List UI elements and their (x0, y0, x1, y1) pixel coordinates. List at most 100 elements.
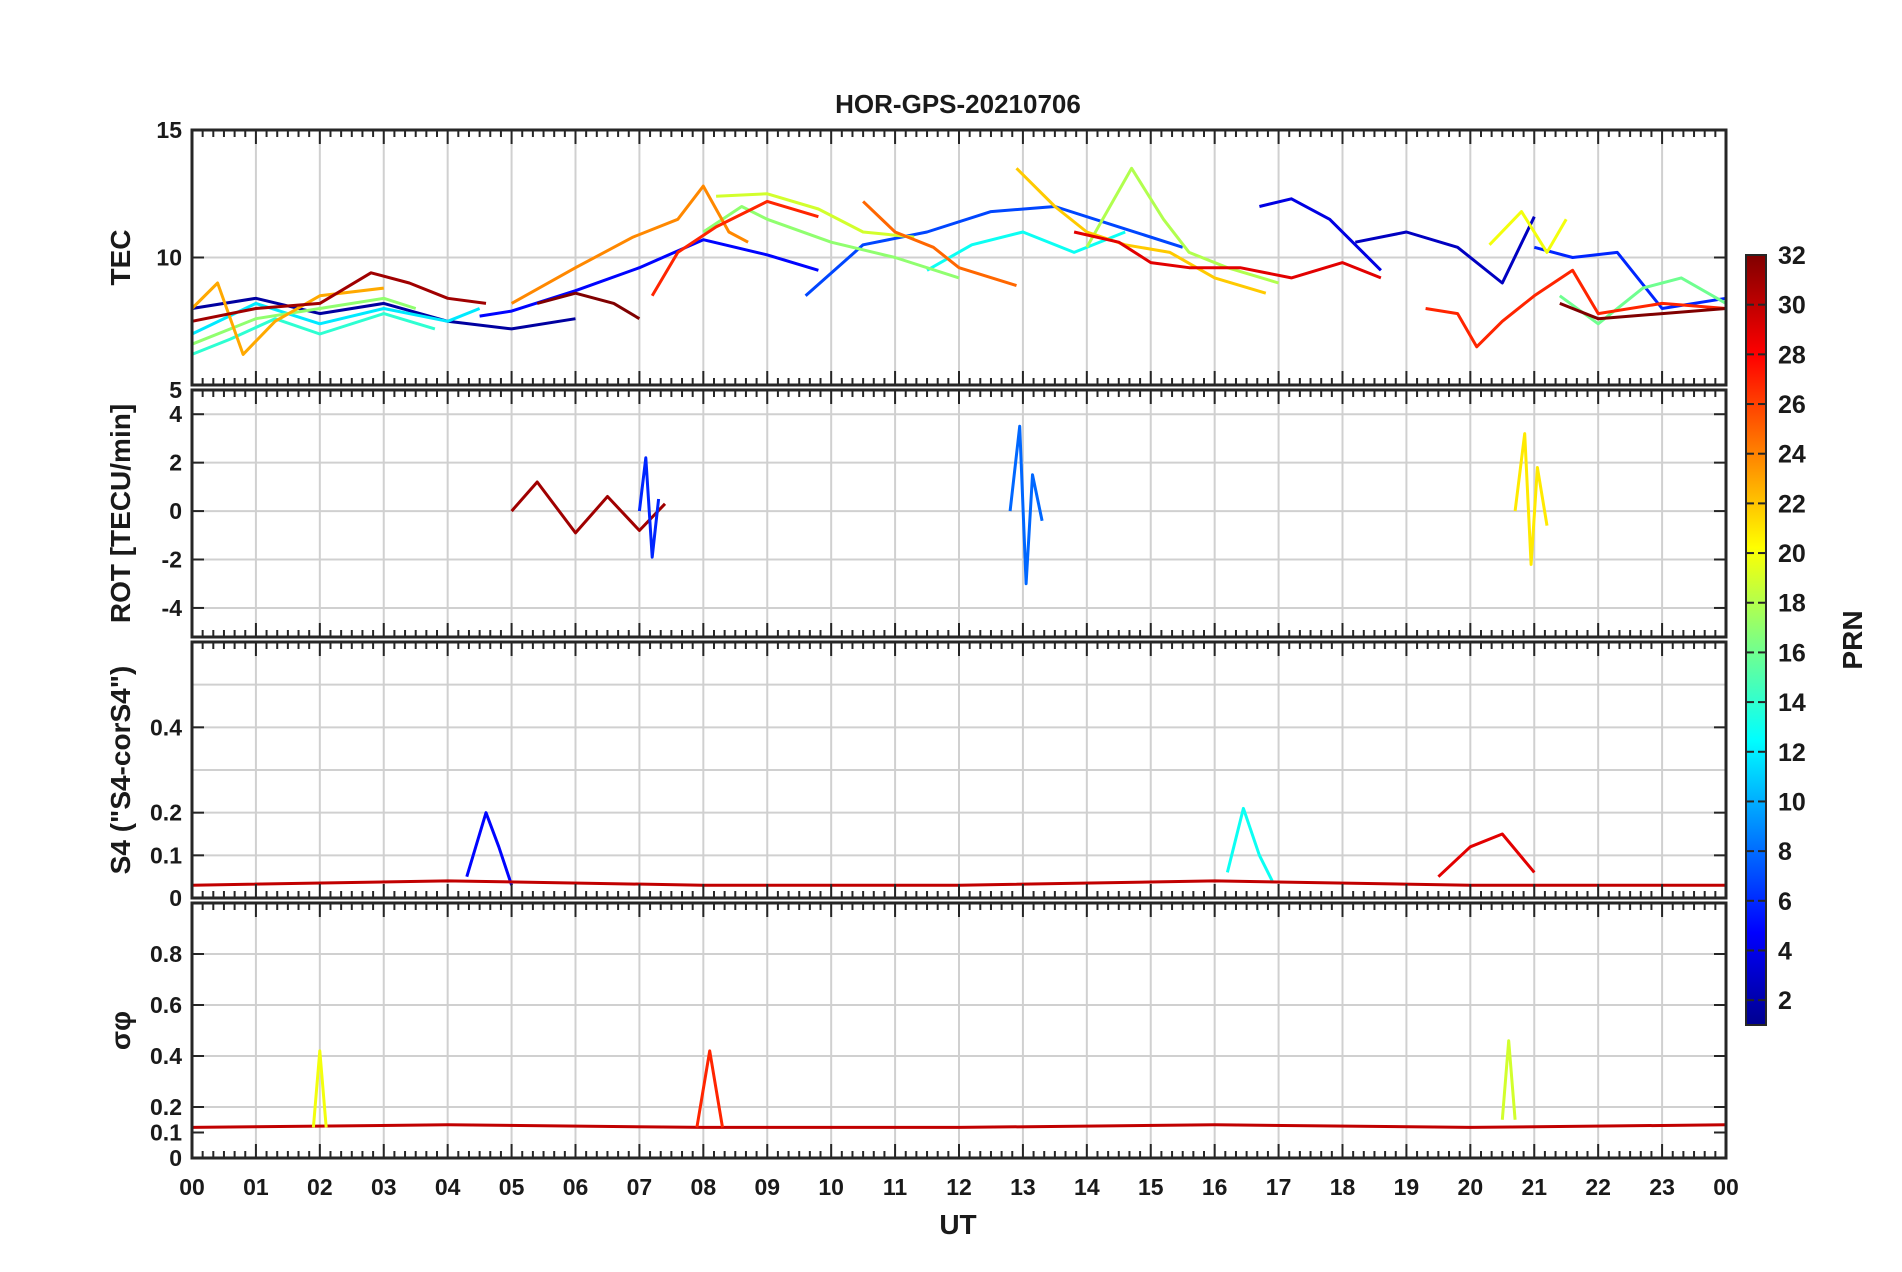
colorbar-tick-label: 8 (1778, 838, 1792, 866)
y-tick-label: 0.1 (150, 1120, 182, 1146)
series-line-prn-19 (716, 192, 915, 239)
series-line-prn-8 (1008, 424, 1044, 586)
series-line-prn-30 (191, 1123, 1727, 1129)
series-line-prn-32b (1559, 302, 1727, 321)
colorbar-tick-label: 22 (1778, 490, 1806, 518)
series-line-prn-24 (510, 184, 749, 305)
colorbar-tick-label: 32 (1778, 242, 1806, 270)
series-line-prn-29 (1073, 230, 1382, 280)
y-tick-label: 0.2 (150, 800, 182, 826)
colorbar-label: PRN (1837, 610, 1868, 669)
x-tick-label: 18 (1330, 1174, 1356, 1200)
series-line-prn-25 (862, 200, 1017, 288)
colorbar-tick-label: 16 (1778, 639, 1806, 667)
y-tick-label: -2 (162, 547, 182, 573)
colorbar-tick-label: 4 (1778, 937, 1792, 965)
panel-tec: 10 15 TEC (105, 117, 1728, 387)
series-line-prn-12 (191, 301, 481, 336)
y-tick-label: 0.4 (150, 714, 182, 740)
colorbar-tick-label: 6 (1778, 888, 1792, 916)
series-line-prn-13 (926, 230, 1126, 272)
y-tick-label: 0 (169, 885, 182, 911)
x-tick-label: 15 (1138, 1174, 1164, 1200)
series-line-prn-6 (637, 456, 661, 559)
series-line-prn-14 (191, 312, 436, 356)
y-tick-label: -4 (162, 595, 183, 621)
series-line-prn-7 (804, 205, 1184, 297)
colorbar-gradient (1745, 254, 1767, 1026)
series-line-prn-23 (190, 281, 384, 356)
colorbar-tick-label: 24 (1778, 441, 1806, 469)
series-line-prn-21 (1513, 432, 1549, 566)
series-line-prn-19 (1500, 1039, 1517, 1120)
x-tick-label: 06 (563, 1174, 589, 1200)
colorbar-tick-label: 28 (1778, 341, 1806, 369)
series-line-prn-22 (1015, 167, 1267, 295)
x-tick-label: 10 (818, 1174, 844, 1200)
series-line-prn-27b (1425, 268, 1727, 349)
x-tick-label: 00 (1713, 1174, 1739, 1200)
x-tick-label: 14 (1074, 1174, 1100, 1200)
series-line-prn-2 (191, 296, 576, 331)
x-tick-label: 19 (1394, 1174, 1420, 1200)
y-axis-label: S4 ("S4-corS4") (105, 666, 136, 875)
colorbar-tick-label: 12 (1778, 739, 1806, 767)
x-tick-label: 09 (754, 1174, 780, 1200)
series-line-prn-5 (465, 811, 514, 886)
y-tick-label: 0.6 (150, 992, 182, 1018)
series-group (510, 424, 1549, 586)
x-tick-labels: 00 01 02 03 04 05 06 07 08 09 10 11 12 13 14 15 16 17 18 19… (179, 1174, 1739, 1200)
series-line-prn-18 (1085, 166, 1280, 285)
x-tick-label: 17 (1266, 1174, 1292, 1200)
x-axis-label: UT (939, 1209, 976, 1240)
colorbar-tick-label: 10 (1778, 788, 1806, 816)
series-line-prn-20 (1488, 210, 1568, 254)
x-tick-label: 20 (1458, 1174, 1484, 1200)
x-tick-label: 05 (499, 1174, 525, 1200)
series-line-prn-5 (479, 238, 819, 318)
series-line-prn-17b (702, 205, 960, 280)
x-tick-label: 23 (1649, 1174, 1675, 1200)
y-tick-label: 0.8 (150, 941, 182, 967)
x-tick-label: 00 (179, 1174, 205, 1200)
series-line-prn-29 (1437, 832, 1536, 878)
series-line-prn-13 (1225, 806, 1274, 882)
x-tick-label: 21 (1521, 1174, 1547, 1200)
y-tick-label: 0 (169, 498, 182, 524)
panel-rot: -4 -2 0 2 45 ROT [TECU/min] (105, 377, 1728, 639)
series-group (190, 166, 1727, 356)
x-tick-label: 16 (1202, 1174, 1228, 1200)
y-tick-label: 5 (169, 377, 182, 403)
series-line-prn-3 (1355, 216, 1536, 285)
y-tick-label: 0 (169, 1145, 182, 1171)
x-tick-label: 02 (307, 1174, 333, 1200)
series-group (191, 1039, 1727, 1129)
y-tick-label: 10 (156, 245, 182, 271)
x-tick-label: 03 (371, 1174, 397, 1200)
x-tick-label: 11 (883, 1174, 908, 1200)
x-tick-label: 07 (627, 1174, 653, 1200)
y-axis-label: σφ (105, 1011, 136, 1050)
y-tick-label: 4 (169, 401, 182, 427)
y-tick-label: 0.1 (150, 842, 182, 868)
series-line-prn-31 (191, 271, 487, 323)
x-tick-label: 12 (946, 1174, 972, 1200)
colorbar-tick-label: 26 (1778, 391, 1806, 419)
colorbar-tick-label: 30 (1778, 292, 1806, 320)
chart-title: HOR-GPS-20210706 (835, 89, 1081, 119)
series-line-prn-32 (536, 291, 641, 320)
colorbar-tick-label: 14 (1778, 689, 1806, 717)
x-tick-label: 04 (435, 1174, 461, 1200)
colorbar-tick-label: 20 (1778, 540, 1806, 568)
series-line-prn-20 (311, 1049, 328, 1128)
y-tick-label: 0.4 (150, 1043, 182, 1069)
panel-s4: 0 0.1 0.2 0.4 S4 ("S4-corS4") (105, 640, 1728, 911)
x-tick-label: 13 (1010, 1174, 1036, 1200)
x-tick-label: 22 (1585, 1174, 1611, 1200)
series-line-prn-31 (510, 480, 667, 535)
y-tick-label: 15 (156, 117, 182, 143)
y-tick-label: 0.2 (150, 1094, 182, 1120)
y-axis-label: TEC (105, 230, 136, 286)
